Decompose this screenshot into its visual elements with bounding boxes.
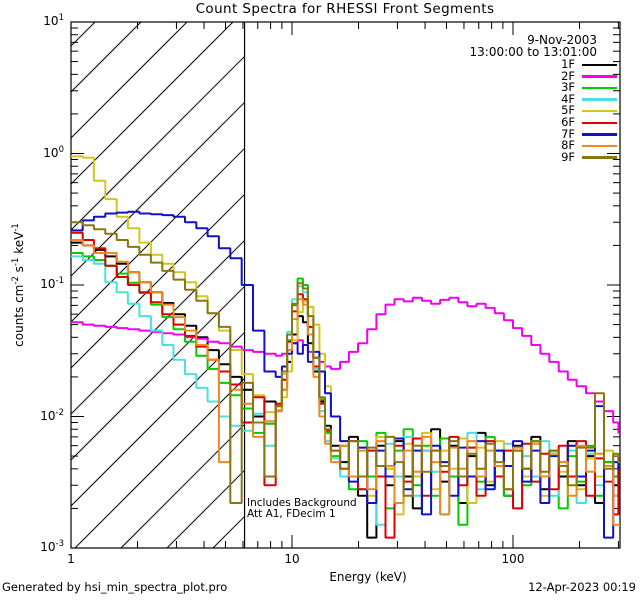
legend-color-swatch (582, 121, 617, 125)
y-tick-label: 10-3 (40, 539, 64, 554)
legend-entry-label: 3F (561, 80, 575, 95)
legend-entry-label: 7F (561, 126, 575, 141)
legend-date: 9-Nov-2003 (527, 33, 597, 47)
plot-title: Count Spectra for RHESSI Front Segments (195, 1, 495, 17)
footer-timestamp: 12-Apr-2023 00:19 (528, 580, 636, 594)
legend-entry: 8F (561, 140, 617, 152)
legend-entry-label: 8F (561, 138, 575, 153)
x-tick-label: 1 (67, 552, 75, 566)
legend-color-swatch (582, 133, 617, 136)
y-tick-label: 101 (43, 13, 64, 28)
legend-entry-label: 1F (561, 57, 575, 71)
legend-entry-label: 2F (561, 68, 575, 83)
legend-color-swatch (582, 63, 617, 67)
footer-generator: Generated by hsi_min_spectra_plot.pro (2, 580, 228, 594)
legend-entry: 1F (561, 57, 617, 71)
legend-color-swatch (582, 86, 617, 90)
x-tick-label: 100 (501, 552, 525, 566)
x-axis-label: Energy (keV) (329, 570, 407, 584)
legend-entry: 4F (561, 91, 617, 106)
legend-entry-label: 4F (561, 91, 575, 106)
x-tick-label: 10 (284, 552, 300, 566)
y-tick-label: 10-2 (40, 408, 64, 423)
annotation-background: Includes Background (247, 497, 357, 509)
legend-entry: 3F (561, 82, 617, 94)
legend-entry-label: 9F (561, 149, 575, 164)
y-tick-label: 10-1 (40, 276, 64, 291)
legend-color-swatch (582, 98, 617, 101)
legend-entry: 6F (561, 114, 617, 129)
legend-entry: 5F (561, 105, 617, 117)
legend-color-swatch (582, 75, 617, 78)
legend-entry-label: 5F (561, 103, 575, 118)
legend-color-swatch (582, 144, 617, 148)
legend-entry: 2F (561, 68, 617, 83)
legend-entry: 9F (561, 149, 617, 164)
y-axis-label: counts cm-2 s-1 keV-1 (11, 223, 26, 347)
legend-entry: 7F (561, 126, 617, 141)
legend-color-swatch (582, 156, 617, 159)
y-tick-label: 100 (43, 145, 64, 160)
annotation-attenuator: Att A1, FDecim 1 (247, 508, 336, 520)
legend-entry-label: 6F (561, 114, 575, 129)
legend-time-range: 13:00:00 to 13:01:00 (469, 45, 597, 59)
legend: 1F 2F 3F 4F 5F 6F 7F 8F 9F (561, 57, 617, 164)
legend-color-swatch (582, 109, 617, 113)
